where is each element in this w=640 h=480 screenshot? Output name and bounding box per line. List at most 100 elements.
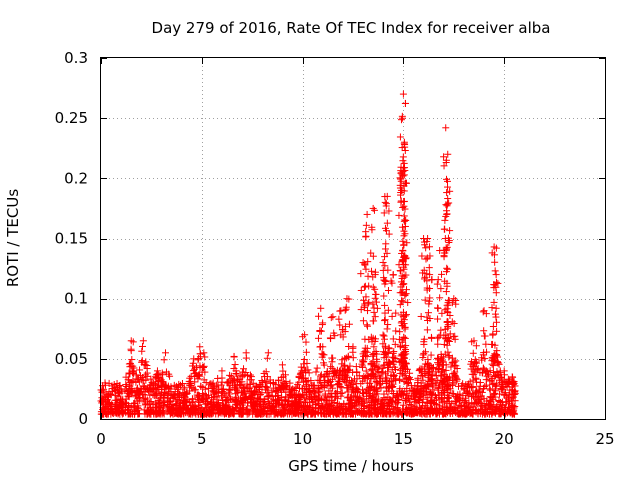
data-point <box>437 326 445 334</box>
data-point <box>113 379 121 387</box>
y-tick-label: 0.3 <box>64 49 88 67</box>
data-point <box>384 266 392 274</box>
data-point <box>429 399 437 407</box>
data-point <box>486 386 494 394</box>
data-point <box>360 283 368 291</box>
data-point-peak <box>398 114 406 122</box>
data-point <box>490 389 498 397</box>
data-point <box>453 377 461 385</box>
data-point <box>246 371 254 379</box>
data-point <box>303 395 311 403</box>
y-axis-label: ROTI / TECUs <box>4 189 22 287</box>
data-point <box>438 309 446 317</box>
data-point <box>305 369 313 377</box>
data-point <box>186 374 194 382</box>
data-point <box>237 372 245 380</box>
data-point-peak <box>349 343 357 351</box>
data-point-peak <box>317 304 325 312</box>
data-point <box>396 267 404 275</box>
data-point <box>225 378 233 386</box>
data-point <box>434 340 442 348</box>
data-point-peak <box>196 343 204 351</box>
data-point <box>364 272 372 280</box>
data-point <box>483 372 491 380</box>
x-tick-label: 20 <box>495 430 514 448</box>
data-point <box>404 299 412 307</box>
data-point <box>367 374 375 382</box>
data-point <box>488 340 496 348</box>
data-point <box>383 219 391 227</box>
data-point <box>440 225 448 233</box>
data-point <box>469 349 477 357</box>
data-point-peak <box>399 90 407 98</box>
data-point <box>396 385 404 393</box>
data-point <box>370 206 378 214</box>
data-point <box>381 317 389 325</box>
data-point <box>362 228 370 236</box>
data-point <box>127 345 135 353</box>
data-point <box>420 349 428 357</box>
data-point <box>466 378 474 386</box>
data-point <box>422 255 430 263</box>
data-point <box>377 384 385 392</box>
data-point-peak <box>200 349 208 357</box>
data-point <box>423 313 431 321</box>
data-point <box>491 267 499 275</box>
data-point <box>381 262 389 270</box>
data-point <box>434 315 442 323</box>
data-point <box>389 353 397 361</box>
data-point <box>327 314 335 322</box>
data-point-peak <box>242 349 250 357</box>
data-point <box>398 297 406 305</box>
data-point <box>400 217 408 225</box>
data-point <box>444 195 452 203</box>
data-point <box>312 368 320 376</box>
x-tick-label: 10 <box>293 430 312 448</box>
data-point <box>302 338 310 346</box>
data-point <box>380 209 388 217</box>
x-tick-label: 15 <box>394 430 413 448</box>
data-point <box>327 363 335 371</box>
data-point <box>338 389 346 397</box>
data-point <box>200 376 208 384</box>
data-point <box>379 258 387 266</box>
data-point <box>316 327 324 335</box>
data-point-peak <box>424 235 432 242</box>
data-point <box>427 351 435 359</box>
data-point <box>373 304 381 312</box>
data-point <box>452 300 460 308</box>
data-point <box>138 342 146 350</box>
data-point <box>434 276 442 284</box>
data-point <box>363 321 371 329</box>
data-point <box>450 320 458 328</box>
data-points <box>97 90 519 418</box>
data-point-peak <box>500 367 508 375</box>
data-point <box>138 347 146 355</box>
data-point <box>437 285 445 293</box>
data-point <box>294 381 302 389</box>
y-tick-label: 0.25 <box>55 109 88 127</box>
data-point <box>491 258 499 266</box>
data-point <box>328 354 336 362</box>
data-point <box>392 327 400 335</box>
data-point <box>188 362 196 370</box>
x-tick-label: 0 <box>96 430 106 448</box>
data-point <box>333 395 341 403</box>
data-point <box>480 327 488 335</box>
data-point <box>479 308 487 316</box>
data-point <box>388 312 396 320</box>
data-point <box>367 382 375 390</box>
data-point <box>359 317 367 325</box>
data-point <box>423 326 431 334</box>
data-point <box>239 389 247 397</box>
data-point-peak <box>230 352 238 360</box>
data-point <box>436 294 444 302</box>
data-point <box>260 369 268 377</box>
data-point-peak <box>190 355 198 363</box>
data-point-peak <box>363 210 371 218</box>
data-point-peak <box>218 367 226 375</box>
data-point <box>422 244 430 252</box>
data-point <box>363 322 371 330</box>
y-tick-label: 0 <box>78 410 88 428</box>
data-point <box>381 301 389 309</box>
